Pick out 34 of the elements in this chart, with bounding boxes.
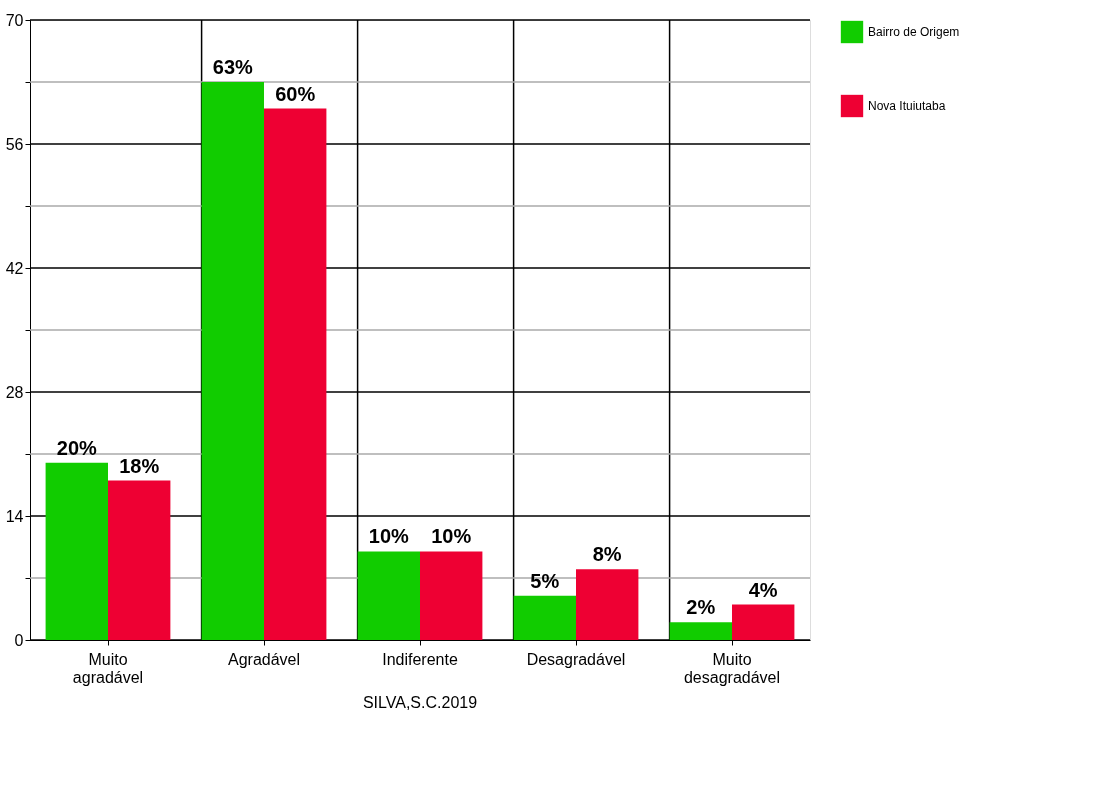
data-label: 4%: [748, 578, 778, 601]
x-tick-label: Indiferente: [382, 650, 458, 668]
bar: [732, 604, 795, 640]
y-tick-label: 0: [14, 631, 24, 649]
bar: [108, 480, 171, 640]
legend-label: Nova Ituiutaba: [868, 99, 946, 113]
y-tick-label: 56: [5, 135, 24, 153]
y-tick-label: 70: [5, 11, 24, 29]
x-tick-label: Desagradável: [526, 650, 626, 668]
bar: [264, 108, 327, 640]
y-tick-label: 42: [5, 259, 24, 277]
x-tick-label: Muito agradável: [72, 650, 144, 686]
bar: [420, 551, 483, 640]
x-tick-label: Muito desagradável: [683, 650, 781, 686]
bar: [357, 551, 420, 640]
data-label: 18%: [119, 454, 160, 477]
bar: [513, 595, 576, 640]
data-label: 20%: [56, 436, 98, 459]
data-label: 5%: [530, 569, 560, 592]
y-tick-label: 28: [5, 383, 24, 401]
y-tick-label: 14: [5, 507, 24, 525]
data-label: 10%: [431, 525, 472, 548]
data-label: 60%: [275, 82, 316, 105]
bar: [669, 622, 732, 640]
data-label: 2%: [686, 596, 716, 619]
legend-label: Bairro de Origem: [868, 25, 960, 39]
data-label: 10%: [368, 525, 410, 548]
x-tick-label: Agradável: [227, 650, 301, 668]
bar: [45, 462, 108, 640]
text: SILVA,S.C.2019: [362, 694, 478, 711]
bar: [201, 82, 264, 640]
bar: [576, 569, 639, 640]
data-label: 8%: [592, 543, 622, 566]
data-label: 63%: [212, 56, 254, 78]
